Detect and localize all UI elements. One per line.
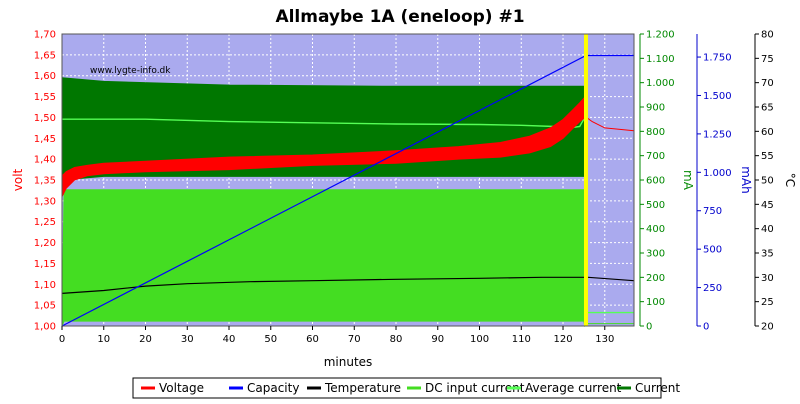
x-tick-label: 20 [139,334,152,345]
volt-axis: 1,00 1,05 1,10 1,15 1,20 1,25 1,30 1,35 1,40 1,45… [34,30,56,333]
volt-tick-label: 1,05 [34,301,56,312]
volt-tick-label: 1,25 [34,217,56,228]
x-axis-label: minutes [324,355,373,369]
mah-axis-tick-label: 1.000 [703,168,732,179]
celsius-axis-tick-label: 30 [761,273,774,284]
ma-axis-tick-label: 100 [646,297,665,308]
ma-axis-tick-label: 500 [646,200,665,211]
chart-title: Allmaybe 1A (eneloop) #1 [275,7,524,27]
x-tick-label: 50 [264,334,277,345]
x-tick-label: 120 [553,334,572,345]
ma-axis-tick-label: 700 [646,151,665,162]
celsius-axis-tick-label: 50 [761,176,774,187]
x-tick-label: 70 [348,334,361,345]
celsius-axis-tick-label: 25 [761,297,774,308]
x-tick-label: 30 [181,334,194,345]
ma-axis-label: mA [681,170,695,191]
legend-label: Current [635,381,680,395]
legend-box [132,377,662,399]
series-temperature [61,276,635,294]
series-dc-input-current [61,189,634,327]
legend-label: DC input current [425,381,525,395]
volt-tick-label: 1,20 [34,238,56,249]
legend-label: Average current [525,381,622,395]
legend-label: Voltage [159,381,204,395]
plot-frame [61,33,635,327]
x-tick-label: 0 [59,334,65,345]
ma-axis: 0 100 200 300 400 500 600 700 800 900 1.000 1.100 1.… [639,30,695,333]
celsius-axis-tick-label: 35 [761,249,774,260]
ma-axis-tick-label: 800 [646,127,665,138]
celsius-axis-tick-label: 70 [761,78,774,89]
watermark: www.lygte-info.dk [90,66,171,76]
x-tick-label: 80 [390,334,403,345]
celsius-axis-tick-label: 60 [761,127,774,138]
volt-tick-label: 1,60 [34,71,56,82]
volt-tick-label: 1,30 [34,196,56,207]
ma-axis-tick-label: 0 [646,322,652,333]
ma-axis-tick-label: 200 [646,273,665,284]
legend: Voltage Capacity Temperature DC input curre… [132,377,680,399]
celsius-axis-tick-label: 80 [761,30,774,41]
ma-axis-tick-label: 1.100 [646,54,675,65]
mah-axis: 0 250 500 750 1.000 1.250 1.500 1.750 mAh [696,34,753,333]
ma-axis-tick-label: 900 [646,103,665,114]
mah-axis-tick-label: 0 [703,322,709,333]
legend-label: Temperature [324,381,401,395]
celsius-axis-tick-label: 55 [761,151,774,162]
mah-axis-tick-label: 1.750 [703,53,732,64]
ma-axis-tick-label: 1.200 [646,30,675,41]
x-tick-label: 110 [512,334,531,345]
x-tick-label: 40 [223,334,236,345]
mah-axis-tick-label: 500 [703,245,722,256]
celsius-axis-tick-label: 75 [761,54,774,65]
celsius-axis: 20 25 30 35 40 45 50 55 60 65 70 75 80 °C [754,30,797,333]
celsius-axis-tick-label: 40 [761,224,774,235]
volt-tick-label: 1,00 [34,322,56,333]
volt-tick-label: 1,55 [34,92,56,103]
ma-axis-tick-label: 400 [646,224,665,235]
legend-label: Capacity [247,381,299,395]
ma-axis-tick-label: 600 [646,176,665,187]
x-tick-label: 90 [431,334,444,345]
ma-axis-tick-label: 300 [646,249,665,260]
volt-tick-label: 1,15 [34,259,56,270]
mah-axis-tick-label: 1.250 [703,129,732,140]
volt-tick-label: 1,70 [34,30,56,41]
volt-tick-label: 1,45 [34,134,56,145]
volt-tick-label: 1,50 [34,113,56,124]
mah-axis-tick-label: 750 [703,206,722,217]
mah-axis-tick-label: 250 [703,283,722,294]
celsius-axis-tick-label: 20 [761,322,774,333]
volt-tick-label: 1,10 [34,280,56,291]
volt-tick-label: 1,35 [34,176,56,187]
volt-tick-label: 1,40 [34,155,56,166]
x-tick-label: 10 [97,334,110,345]
mah-axis-label: mAh [739,166,753,194]
x-tick-label: 60 [306,334,319,345]
x-tick-label: 130 [595,334,614,345]
volt-tick-label: 1,65 [34,50,56,61]
x-axis: 0 10 20 30 40 50 60 70 80 90 100 110 120 130 [59,326,614,345]
series-voltage [61,95,635,197]
celsius-axis-label: °C [783,173,797,187]
volt-axis-label: volt [11,168,25,191]
celsius-axis-tick-label: 45 [761,200,774,211]
ma-axis-tick-label: 1.000 [646,78,675,89]
x-tick-label: 100 [470,334,489,345]
mah-axis-tick-label: 1.500 [703,91,732,102]
celsius-axis-tick-label: 65 [761,103,774,114]
